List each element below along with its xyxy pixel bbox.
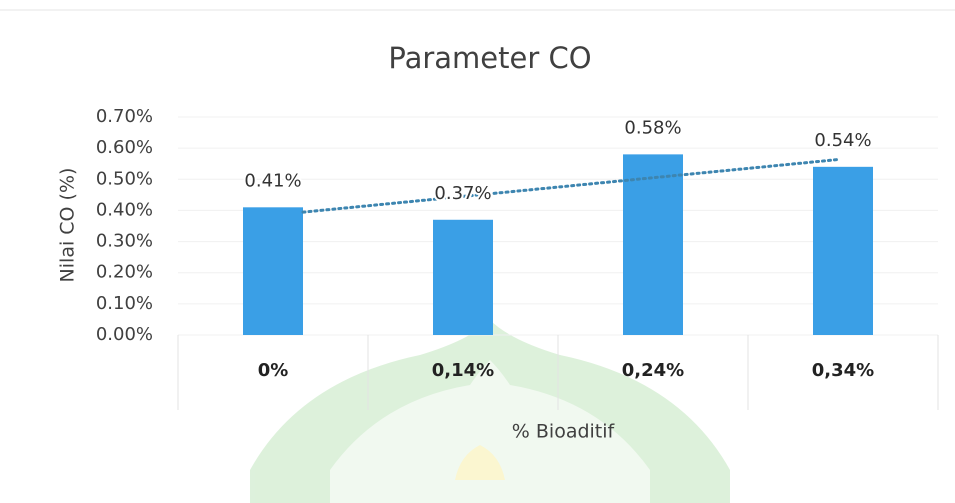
chart-title: Parameter CO bbox=[388, 41, 591, 75]
data-label: 0.54% bbox=[814, 130, 871, 151]
x-tick-label: 0,14% bbox=[432, 360, 494, 381]
trendline bbox=[303, 160, 838, 213]
y-tick-label: 0.60% bbox=[96, 137, 153, 158]
watermark bbox=[250, 320, 730, 503]
bar bbox=[623, 154, 683, 335]
data-label: 0.58% bbox=[624, 117, 681, 138]
y-tick-label: 0.50% bbox=[96, 168, 153, 189]
bar bbox=[243, 207, 303, 335]
bar bbox=[813, 167, 873, 335]
y-tick-label: 0.70% bbox=[96, 106, 153, 127]
x-tick-label: 0,34% bbox=[812, 360, 874, 381]
y-tick-label: 0.30% bbox=[96, 231, 153, 252]
data-label: 0.41% bbox=[244, 170, 301, 191]
x-tick-label: 0% bbox=[258, 360, 289, 381]
x-axis-title: % Bioaditif bbox=[512, 421, 616, 443]
y-tick-label: 0.10% bbox=[96, 293, 153, 314]
y-axis-title: Nilai CO (%) bbox=[57, 168, 79, 283]
y-tick-label: 0.20% bbox=[96, 262, 153, 283]
y-tick-label: 0.40% bbox=[96, 199, 153, 220]
chart: Parameter CO Nilai CO (%) % Bioaditif 0.… bbox=[0, 0, 955, 503]
y-tick-label: 0.00% bbox=[96, 324, 153, 345]
x-tick-label: 0,24% bbox=[622, 360, 684, 381]
bar bbox=[433, 220, 493, 335]
data-label: 0.37% bbox=[434, 183, 491, 204]
